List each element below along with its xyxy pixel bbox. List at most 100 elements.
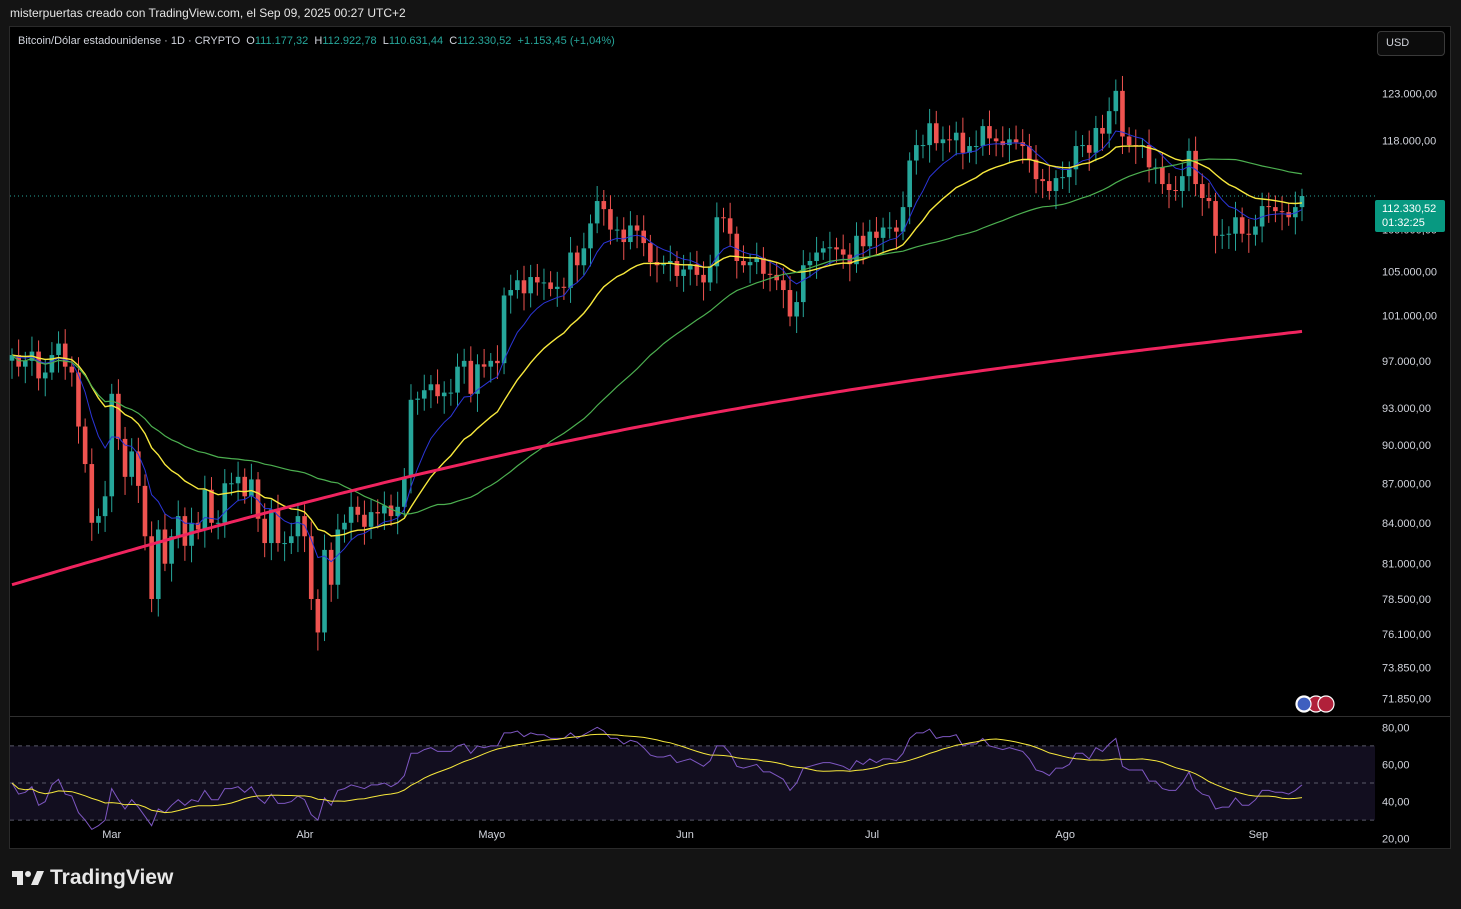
candle-body — [142, 485, 148, 537]
chart-area[interactable] — [9, 26, 1451, 849]
open-label: O — [246, 35, 255, 47]
x-tick-label: Mar — [102, 829, 121, 841]
candle-body — [209, 489, 214, 523]
candle-body — [967, 146, 972, 153]
y-tick-label: 101.000,00 — [1382, 310, 1437, 322]
close-label: C — [449, 35, 458, 47]
candle-body — [109, 393, 115, 497]
candle-body — [501, 295, 507, 364]
candle-body — [568, 252, 573, 288]
candle-body — [900, 207, 906, 232]
candle-body — [528, 277, 533, 294]
candle-body — [588, 223, 593, 249]
candle-body — [229, 483, 234, 485]
candle-body — [608, 209, 613, 230]
candle-body — [388, 505, 394, 517]
candle-body — [1186, 150, 1192, 177]
events-icon — [1317, 695, 1335, 713]
candle-body — [1120, 90, 1125, 137]
y-tick-label: 78.500,00 — [1382, 594, 1431, 606]
candle-body — [1180, 176, 1185, 192]
candle-body — [1233, 217, 1238, 234]
candle-body — [907, 160, 912, 208]
open-value: 111.177,32 — [254, 35, 309, 47]
chart-caption: misterpuertas creado con TradingView.com… — [10, 6, 406, 20]
candle-body — [1060, 177, 1065, 179]
candle-body — [295, 516, 301, 537]
candle-body — [322, 549, 327, 633]
candle-body — [9, 355, 15, 361]
candle-body — [1199, 184, 1205, 199]
brand-name: TradingView — [50, 866, 174, 889]
candle-body — [1299, 196, 1305, 208]
y-tick-label: 71.850,00 — [1382, 694, 1431, 706]
candle-body — [807, 260, 813, 266]
candle-body — [169, 536, 174, 564]
symbol-legend: Bitcoin/Dólar estadounidense · 1D · CRYP… — [18, 35, 615, 47]
candle-body — [441, 392, 447, 397]
candle-body — [315, 598, 321, 633]
ma-fast-line — [11, 130, 1303, 563]
candle-body — [275, 509, 281, 544]
candle-body — [475, 364, 480, 394]
candle-body — [408, 399, 414, 477]
candle-body — [535, 277, 540, 283]
candle-body — [561, 286, 567, 288]
candle-body — [1279, 211, 1285, 213]
candle-body — [402, 476, 407, 507]
candle-body — [508, 290, 514, 296]
y-tick-label: 105.000,00 — [1382, 267, 1437, 279]
candle-body — [421, 390, 427, 399]
candle-body — [488, 360, 494, 367]
candle-body — [136, 451, 141, 486]
high-label: H — [314, 35, 323, 47]
candle-body — [548, 282, 553, 289]
rsi-line — [11, 726, 1303, 831]
candle-body — [448, 392, 454, 394]
x-tick-label: Jun — [676, 829, 694, 841]
candle-body — [415, 398, 420, 400]
candles — [9, 75, 1305, 651]
candle-body — [628, 225, 633, 243]
candle-body — [42, 372, 48, 379]
candle-body — [1093, 127, 1099, 153]
candle-body — [1047, 181, 1052, 192]
candle-body — [980, 126, 986, 147]
candle-body — [1160, 167, 1165, 185]
y-tick-label: 90.000,00 — [1382, 440, 1431, 452]
candle-body — [1020, 142, 1026, 147]
candle-body — [282, 543, 287, 545]
candle-body — [840, 249, 846, 255]
candle-body — [102, 496, 108, 517]
candle-body — [734, 233, 740, 261]
candle-body — [701, 274, 706, 283]
tradingview-logo[interactable]: TradingView — [12, 866, 173, 890]
y-tick-label: 76.100,00 — [1382, 629, 1431, 641]
currency-button[interactable]: USD — [1377, 31, 1445, 56]
candle-body — [69, 366, 75, 373]
y-tick-label: 84.000,00 — [1382, 518, 1431, 530]
candle-body — [22, 360, 28, 367]
candle-body — [481, 364, 487, 367]
candle-body — [1213, 201, 1218, 236]
candle-body — [96, 516, 101, 523]
candle-body — [827, 247, 833, 249]
candle-body — [894, 227, 899, 232]
candle-body — [269, 509, 274, 544]
candle-body — [667, 260, 673, 264]
candle-body — [76, 372, 81, 427]
candle-body — [940, 139, 946, 144]
candle-body — [1100, 127, 1105, 134]
candle-body — [82, 426, 88, 465]
candle-body — [920, 145, 926, 147]
candle-body — [800, 265, 806, 303]
y-tick-label: 97.000,00 — [1382, 356, 1431, 368]
candle-body — [222, 483, 228, 523]
candle-body — [461, 360, 467, 367]
candle-body — [116, 393, 121, 439]
candle-body — [175, 516, 181, 537]
candle-body — [1273, 207, 1278, 212]
rsi-ma-line — [11, 733, 1303, 814]
candle-body — [854, 235, 859, 265]
